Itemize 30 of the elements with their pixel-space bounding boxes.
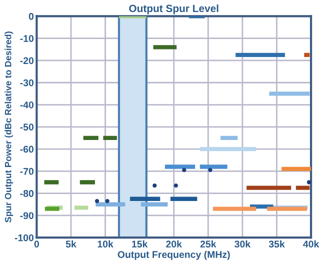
- y-tick-label: -10: [20, 35, 34, 42]
- x-tick-label: 15k: [132, 240, 148, 248]
- point: [182, 168, 186, 172]
- x-axis-title: Output Frequency (MHz): [118, 250, 230, 260]
- point: [306, 180, 312, 184]
- y-tick-label: -70: [20, 168, 34, 175]
- x-tick-label: 0: [34, 240, 39, 248]
- point: [152, 183, 157, 188]
- y-tick-label: -30: [20, 79, 34, 86]
- x-tick-label: 25k: [200, 240, 216, 248]
- y-tick-label: -100: [14, 234, 34, 242]
- x-tick-label: 5k: [66, 240, 76, 248]
- x-tick-label: 10k: [98, 240, 114, 248]
- chart-title: Output Spur Level: [129, 4, 218, 14]
- y-tick-label: -90: [20, 212, 34, 220]
- y-tick-label: -20: [20, 57, 34, 64]
- point: [105, 198, 110, 204]
- x-tick-label: 40k: [303, 240, 319, 248]
- point: [208, 168, 212, 172]
- y-axis-title: Spur Output Power (dBc Relative to Desired): [4, 32, 14, 222]
- x-tick-label: 30k: [234, 240, 251, 248]
- x-tick-label: 35k: [268, 240, 285, 248]
- x-tick-label: 20k: [166, 240, 182, 248]
- point: [174, 183, 178, 188]
- y-tick-label: -40: [20, 101, 34, 108]
- y-tick-label: 0: [28, 12, 34, 20]
- y-tick-label: -50: [20, 124, 34, 131]
- point: [94, 198, 100, 204]
- y-tick-label: -60: [20, 146, 34, 153]
- y-tick-label: -80: [20, 190, 34, 197]
